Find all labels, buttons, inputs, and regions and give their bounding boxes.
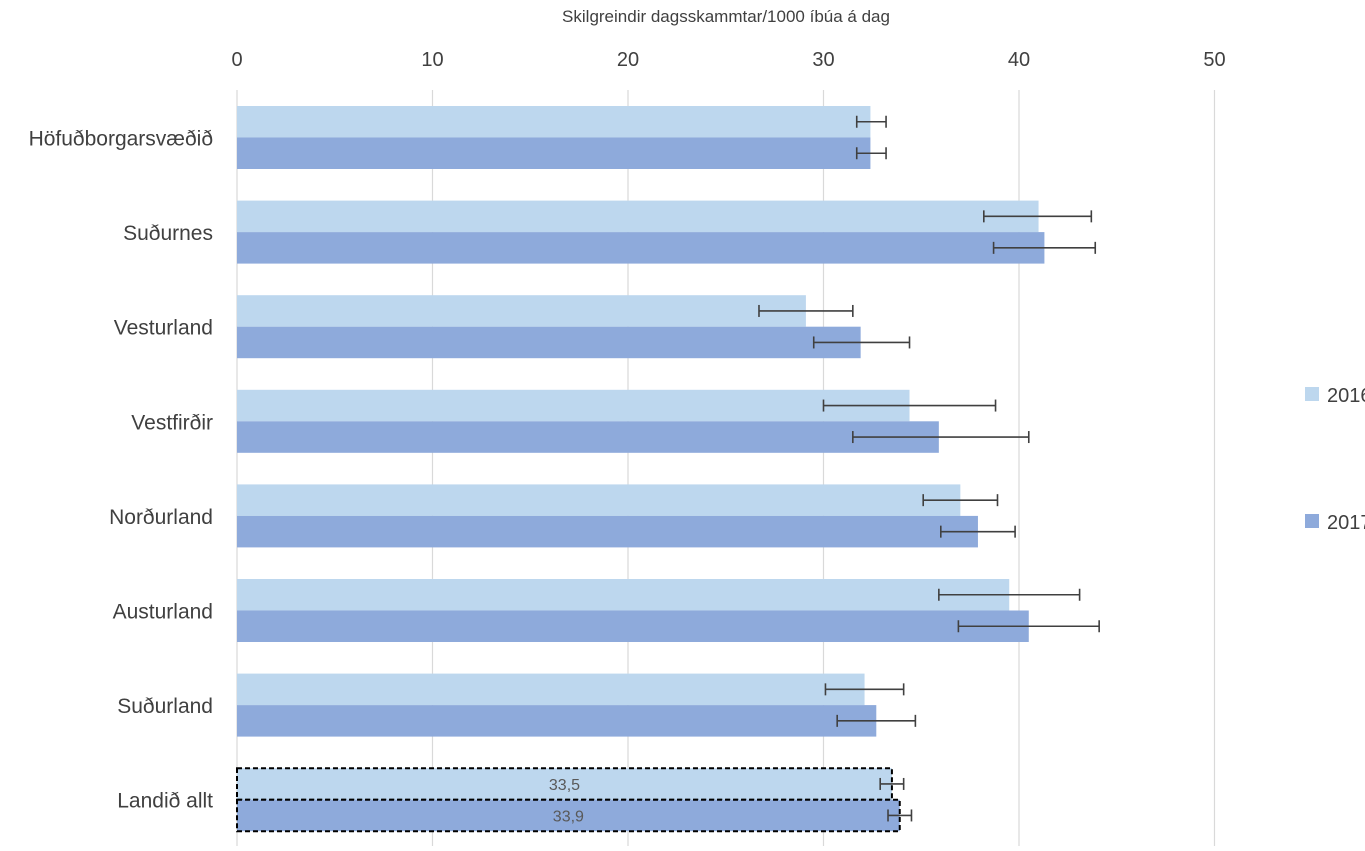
category-label: Vestfirðir [131, 411, 213, 434]
category-label: Höfuðborgarsvæðið [29, 128, 213, 151]
bar [237, 295, 806, 327]
bar [237, 484, 961, 516]
x-tick-label: 30 [812, 49, 834, 71]
x-tick-label: 40 [1008, 49, 1030, 71]
bar [237, 200, 1039, 233]
bar [237, 421, 939, 453]
data-label: 33,9 [553, 808, 584, 825]
legend-label: 2017 [1327, 512, 1365, 534]
x-tick-label: 10 [421, 49, 443, 71]
legend-swatch [1305, 514, 1319, 528]
category-label: Austurland [113, 601, 213, 624]
category-label: Suðurnes [123, 222, 213, 245]
category-label: Landið allt [117, 790, 213, 813]
category-label: Suðurland [117, 695, 213, 718]
axis-title: Skilgreindir dagsskammtar/1000 íbúa á da… [562, 7, 890, 26]
bar [237, 705, 877, 737]
data-label: 33,5 [549, 777, 580, 794]
legend: 2016 2017 [1305, 385, 1365, 534]
bar [237, 389, 910, 422]
bar [237, 232, 1045, 264]
bar [237, 610, 1029, 642]
bar [237, 106, 871, 138]
bar [237, 579, 1010, 611]
x-tick-label: 50 [1203, 49, 1225, 71]
x-tick-labels: 0 10 20 30 40 50 [231, 49, 1225, 71]
error-bars [758, 115, 1100, 822]
bar [237, 326, 861, 359]
data-labels: 33,5 33,9 [549, 777, 584, 826]
category-labels: Höfuðborgarsvæðið Suðurnes Vesturland Vestf… [29, 128, 214, 813]
bar [237, 515, 978, 548]
bar [237, 673, 865, 706]
category-label: Norðurland [109, 506, 213, 529]
bar [237, 137, 871, 169]
bar [236, 767, 893, 801]
x-tick-label: 0 [231, 49, 242, 71]
legend-swatch [1305, 387, 1319, 401]
legend-label: 2016 [1327, 385, 1365, 407]
x-tick-label: 20 [617, 49, 639, 71]
bars [236, 106, 1045, 833]
category-label: Vesturland [114, 317, 213, 340]
bar [236, 798, 901, 833]
